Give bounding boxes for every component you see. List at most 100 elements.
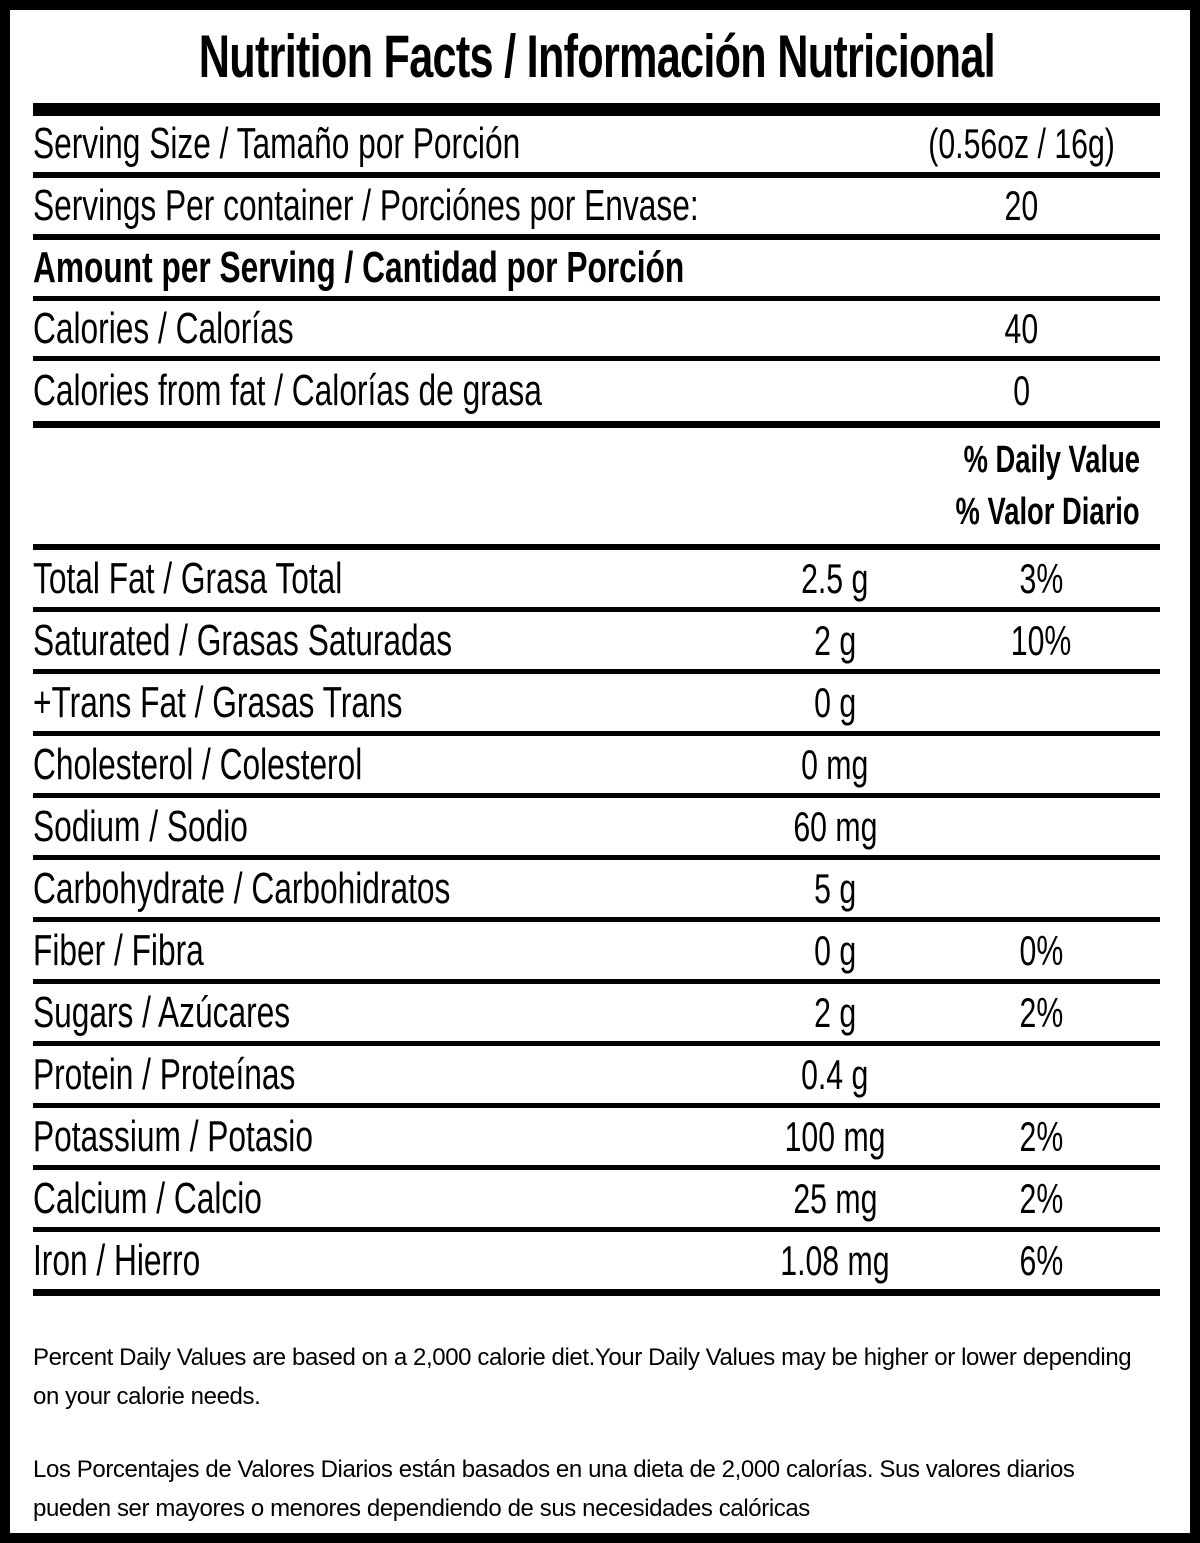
nutrient-dv-wrap: [922, 798, 1160, 855]
nutrient-label-wrap: Saturated / Grasas Saturadas: [33, 616, 615, 666]
nutrient-dv-wrap: [922, 1046, 1160, 1103]
nutrient-row-calcium: Calcium / Calcio 25 mg 2%: [33, 1170, 1160, 1232]
amount-per-serving-heading-row: Amount per Serving / Cantidad por Porció…: [33, 240, 1160, 301]
nutrient-label-wrap: Calcium / Calcio: [33, 1174, 351, 1224]
nutrient-amount: 5 g: [813, 864, 857, 912]
nutrient-label: Protein / Proteínas: [33, 1049, 296, 1099]
nutrient-amount: 0 mg: [801, 740, 869, 788]
amount-per-serving-heading-wrap: Amount per Serving / Cantidad por Porció…: [33, 243, 938, 293]
nutrient-label: Saturated / Grasas Saturadas: [33, 615, 453, 665]
servings-per-container-label-wrap: Servings Per container / Porciónes por E…: [33, 181, 957, 231]
nutrient-row-sodium: Sodium / Sodio 60 mg: [33, 798, 1160, 860]
calories-from-fat-value-wrap: 0: [883, 361, 1160, 421]
nutrient-label: Calcium / Calcio: [33, 1173, 262, 1223]
footnote-english: Percent Daily Values are based on a 2,00…: [33, 1344, 1132, 1410]
nutrient-amount: 0 g: [813, 678, 857, 726]
nutrient-amount: 100 mg: [784, 1112, 886, 1160]
nutrient-dv-wrap: 0%: [922, 922, 1160, 979]
nutrient-amount: 2 g: [813, 988, 857, 1036]
nutrient-dv-wrap: [922, 736, 1160, 793]
calories-from-fat-value: 0: [1013, 367, 1030, 414]
nutrient-dv: 2%: [1019, 1112, 1063, 1160]
nutrient-dv-wrap: 2%: [922, 1170, 1160, 1227]
daily-value-heading-en: % Daily Value: [963, 439, 1140, 481]
nutrient-row-saturated-fat: Saturated / Grasas Saturadas 2 g 10%: [33, 612, 1160, 674]
nutrient-label: Cholesterol / Colesterol: [33, 739, 363, 789]
daily-value-heading-block: % Daily Value % Valor Diario: [33, 428, 1160, 550]
nutrient-amount-wrap: 0 g: [735, 674, 935, 731]
nutrient-label: Potassium / Potasio: [33, 1111, 313, 1161]
nutrient-amount: 25 mg: [792, 1174, 878, 1222]
nutrient-label-wrap: Protein / Proteínas: [33, 1050, 397, 1100]
calories-label: Calories / Calorías: [33, 303, 294, 353]
nutrient-row-trans-fat: +Trans Fat / Grasas Trans 0 g: [33, 674, 1160, 736]
nutrient-label-wrap: Carbohydrate / Carbohidratos: [33, 864, 613, 914]
serving-size-row: Serving Size / Tamaño por Porción (0.56o…: [33, 116, 1160, 178]
daily-value-heading-es-wrap: % Valor Diario: [884, 486, 1140, 538]
serving-size-value: (0.56oz / 16g): [928, 120, 1115, 167]
calories-from-fat-label: Calories from fat / Calorías de grasa: [33, 366, 542, 415]
nutrient-row-fiber: Fiber / Fibra 0 g 0%: [33, 922, 1160, 984]
nutrient-amount-wrap: 1.08 mg: [735, 1232, 935, 1289]
nutrient-row-total-fat: Total Fat / Grasa Total 2.5 g 3%: [33, 550, 1160, 612]
nutrient-label: Total Fat / Grasa Total: [33, 553, 343, 603]
nutrient-dv: 6%: [1019, 1236, 1063, 1284]
nutrient-label-wrap: Cholesterol / Colesterol: [33, 740, 490, 790]
title-separator-bar: [33, 103, 1160, 116]
nutrient-label-wrap: Sugars / Azúcares: [33, 988, 390, 1038]
serving-size-value-wrap: (0.56oz / 16g): [883, 116, 1160, 172]
nutrient-dv: 0%: [1019, 926, 1063, 974]
calories-value-wrap: 40: [883, 301, 1160, 356]
nutrient-dv: 2%: [1019, 1174, 1063, 1222]
nutrient-row-potassium: Potassium / Potasio 100 mg 2%: [33, 1108, 1160, 1170]
nutrient-label-wrap: Sodium / Sodio: [33, 802, 331, 852]
nutrient-dv: 10%: [1010, 616, 1072, 664]
nutrient-amount-wrap: 100 mg: [735, 1108, 935, 1165]
nutrient-label-wrap: Iron / Hierro: [33, 1236, 265, 1286]
servings-per-container-row: Servings Per container / Porciónes por E…: [33, 178, 1160, 240]
nutrient-amount: 1.08 mg: [780, 1236, 890, 1284]
calories-from-fat-row: Calories from fat / Calorías de grasa 0: [33, 361, 1160, 428]
nutrient-row-sugars: Sugars / Azúcares 2 g 2%: [33, 984, 1160, 1046]
nutrient-amount: 2.5 g: [801, 554, 869, 602]
nutrient-label: Sugars / Azúcares: [33, 987, 291, 1037]
label-title-area: Nutrition Facts / Información Nutriciona…: [33, 10, 1160, 103]
calories-from-fat-label-wrap: Calories from fat / Calorías de grasa: [33, 366, 740, 416]
nutrient-label-wrap: Fiber / Fibra: [33, 926, 270, 976]
nutrient-label: Iron / Hierro: [33, 1235, 201, 1285]
nutrient-label-wrap: +Trans Fat / Grasas Trans: [33, 678, 546, 728]
serving-size-label: Serving Size / Tamaño por Porción: [33, 119, 521, 168]
nutrient-amount: 0 g: [813, 926, 857, 974]
daily-value-heading-es: % Valor Diario: [956, 491, 1140, 533]
nutrient-label: Fiber / Fibra: [33, 925, 204, 975]
nutrient-amount-wrap: 2 g: [735, 612, 935, 669]
amount-per-serving-heading: Amount per Serving / Cantidad por Porció…: [33, 243, 685, 292]
nutrient-row-carbohydrate: Carbohydrate / Carbohidratos 5 g: [33, 860, 1160, 922]
nutrient-amount-wrap: 5 g: [735, 860, 935, 917]
nutrient-dv-wrap: 6%: [922, 1232, 1160, 1289]
nutrient-label-wrap: Potassium / Potasio: [33, 1112, 422, 1162]
nutrient-amount: 60 mg: [792, 802, 878, 850]
servings-per-container-value-wrap: 20: [883, 178, 1160, 234]
serving-size-label-wrap: Serving Size / Tamaño por Porción: [33, 119, 710, 169]
nutrient-amount-wrap: 60 mg: [735, 798, 935, 855]
nutrient-row-iron: Iron / Hierro 1.08 mg 6%: [33, 1232, 1160, 1296]
footnotes-section: Percent Daily Values are based on a 2,00…: [33, 1338, 1160, 1528]
nutrient-amount: 0.4 g: [801, 1050, 869, 1098]
calories-value: 40: [1004, 304, 1039, 352]
nutrient-dv-wrap: 2%: [922, 984, 1160, 1041]
servings-per-container-label: Servings Per container / Porciónes por E…: [33, 181, 699, 230]
nutrient-amount-wrap: 25 mg: [735, 1170, 935, 1227]
daily-value-heading-en-wrap: % Daily Value: [895, 434, 1140, 486]
nutrient-label: Carbohydrate / Carbohidratos: [33, 863, 451, 913]
nutrient-amount-wrap: 0.4 g: [735, 1046, 935, 1103]
nutrient-row-cholesterol: Cholesterol / Colesterol 0 mg: [33, 736, 1160, 798]
nutrient-amount-wrap: 0 mg: [735, 736, 935, 793]
nutrient-dv-wrap: [922, 860, 1160, 917]
nutrient-dv: 3%: [1019, 554, 1063, 602]
calories-label-wrap: Calories / Calorías: [33, 304, 395, 354]
nutrient-amount-wrap: 2.5 g: [735, 550, 935, 607]
nutrient-amount-wrap: 0 g: [735, 922, 935, 979]
nutrient-amount-wrap: 2 g: [735, 984, 935, 1041]
